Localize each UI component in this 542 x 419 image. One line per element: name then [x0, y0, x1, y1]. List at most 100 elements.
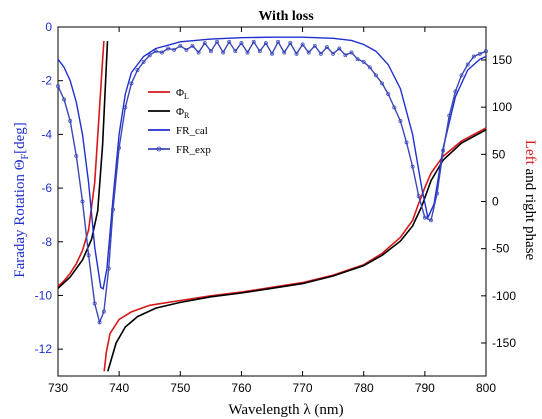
- data-point: [166, 46, 171, 51]
- left-axis-label-unit: [deg]: [12, 122, 28, 154]
- data-point: [306, 50, 311, 55]
- data-point: [386, 92, 391, 97]
- data-point: [361, 59, 366, 64]
- data-point: [117, 145, 122, 150]
- data-point: [337, 46, 342, 51]
- data-point: [97, 320, 102, 325]
- data-point: [263, 41, 268, 46]
- data-point: [135, 68, 140, 72]
- data-point: [276, 39, 281, 44]
- data-point: [447, 113, 452, 118]
- data-point: [141, 59, 146, 64]
- right-y-tick-label: -150: [492, 336, 516, 350]
- series-line-3: [57, 40, 487, 325]
- data-point: [404, 140, 409, 145]
- data-point: [367, 65, 372, 70]
- data-point: [373, 73, 378, 78]
- data-point: [178, 43, 183, 48]
- data-point: [251, 39, 256, 44]
- chart-title: With loss: [258, 9, 314, 24]
- data-point: [62, 97, 67, 102]
- x-tick-label: 780: [354, 381, 374, 395]
- x-tick-label: 730: [48, 381, 68, 395]
- data-point: [196, 50, 201, 55]
- x-axis-label: Wavelength λ (nm): [228, 402, 343, 418]
- series-layer: [56, 36, 488, 372]
- data-point: [453, 89, 458, 94]
- data-point: [101, 309, 106, 314]
- data-point: [106, 266, 111, 271]
- right-axis-label-rest: and right phase: [522, 165, 538, 261]
- data-point: [221, 50, 226, 55]
- series-line-0: [57, 41, 487, 372]
- ticks-layer: 730 740 750 760 770 780 790 800 0 -2 -4 -6 -8 -10 -12 1…: [35, 20, 517, 395]
- left-y-tick-label: -10: [35, 288, 53, 302]
- left-y-tick-label: 0: [45, 20, 52, 34]
- data-point: [429, 218, 433, 223]
- data-point: [74, 153, 79, 158]
- data-point: [380, 81, 385, 86]
- right-y-tick-label: 0: [492, 195, 499, 209]
- data-point: [465, 62, 470, 67]
- left-axis-label-main: Faraday Rotation Θ: [12, 159, 28, 277]
- plot-frame: [57, 26, 487, 377]
- left-y-tick-label: -12: [35, 342, 53, 356]
- data-point: [202, 41, 207, 46]
- data-point: [159, 50, 164, 55]
- right-axis-label-left: Left: [522, 140, 538, 166]
- data-point: [355, 57, 360, 62]
- data-point: [422, 215, 427, 220]
- data-point: [349, 50, 354, 55]
- legend-label: ΦR: [176, 106, 190, 120]
- data-point: [343, 53, 348, 58]
- data-point: [68, 119, 73, 123]
- x-tick-label: 750: [170, 381, 190, 395]
- plot-border: [57, 26, 487, 377]
- data-point: [227, 39, 232, 44]
- data-point: [325, 45, 329, 50]
- data-point: [56, 84, 60, 89]
- data-point: [288, 41, 293, 46]
- data-point: [257, 49, 262, 54]
- data-point: [294, 51, 299, 56]
- x-tick-label: 760: [231, 381, 251, 395]
- data-point: [435, 191, 440, 196]
- left-y-tick-label: -4: [41, 127, 52, 141]
- data-point: [331, 51, 336, 56]
- right-y-tick-label: 50: [492, 147, 506, 161]
- legend-marker: [156, 146, 162, 152]
- data-point: [484, 49, 488, 54]
- data-point: [312, 43, 317, 48]
- legend-label: FR_cal: [176, 125, 208, 137]
- data-point: [215, 39, 219, 44]
- data-point: [318, 51, 323, 56]
- data-point: [282, 50, 287, 55]
- data-point: [129, 81, 134, 86]
- data-point: [233, 49, 238, 54]
- right-y-tick-label: -50: [492, 242, 510, 256]
- right-y-tick-label: 100: [492, 100, 512, 114]
- data-point: [245, 50, 250, 55]
- data-point: [410, 164, 415, 169]
- x-tick-label: 770: [293, 381, 313, 395]
- left-y-tick-label: -2: [41, 74, 52, 88]
- legend: ΦL ΦR FR_cal FR_exp: [148, 87, 211, 156]
- data-point: [111, 207, 115, 212]
- data-point: [416, 194, 421, 199]
- left-axis-label-sub: F: [20, 153, 31, 159]
- right-axis-label: Left and right phase: [522, 140, 538, 261]
- data-point: [398, 119, 403, 123]
- data-point: [92, 301, 97, 306]
- data-point: [147, 53, 152, 58]
- data-point: [459, 73, 464, 78]
- data-point: [441, 148, 446, 153]
- data-point: [184, 47, 189, 52]
- right-y-tick-label: -100: [492, 289, 516, 303]
- right-y-tick-label: 150: [492, 53, 512, 67]
- x-tick-label: 790: [415, 381, 435, 395]
- data-point: [270, 51, 274, 56]
- data-point: [477, 51, 482, 56]
- series-line-1: [57, 41, 487, 372]
- legend-label: ΦL: [176, 87, 189, 101]
